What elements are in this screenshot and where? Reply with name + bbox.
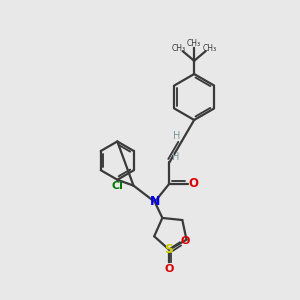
Text: S: S <box>165 243 174 256</box>
Text: Cl: Cl <box>111 181 123 191</box>
Text: O: O <box>164 264 174 274</box>
Text: CH₃: CH₃ <box>202 44 217 53</box>
Text: CH₃: CH₃ <box>172 44 186 53</box>
Text: O: O <box>181 236 190 247</box>
Text: O: O <box>188 177 198 190</box>
Text: CH₃: CH₃ <box>187 39 201 48</box>
Text: N: N <box>149 195 160 208</box>
Text: H: H <box>172 152 180 162</box>
Text: H: H <box>173 131 180 141</box>
